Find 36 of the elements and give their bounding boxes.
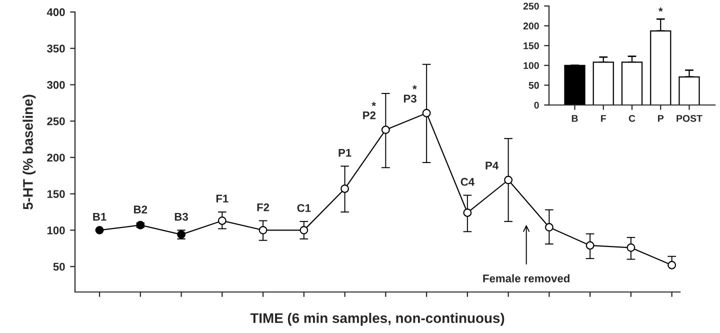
data-label: * (658, 8, 663, 12)
y-tick-label: 50 (53, 262, 65, 271)
data-label: C4 (460, 178, 474, 186)
y-tick-label: 100 (47, 226, 65, 234)
y-tick-label: 200 (523, 22, 539, 30)
data-label: * P3 (404, 85, 417, 103)
y-axis-title: 5-HT (% baseline) (22, 94, 36, 210)
data-label: P4 (486, 162, 499, 170)
data-label: C1 (297, 204, 311, 212)
y-tick-label: 150 (524, 42, 539, 50)
bar (592, 62, 614, 105)
x-tick-label: B (572, 115, 578, 122)
bar (564, 64, 586, 105)
y-tick-label: 150 (47, 190, 65, 198)
y-tick-label: 350 (46, 44, 65, 53)
y-tick-label: 400 (46, 8, 65, 16)
data-label: B1 (93, 212, 106, 221)
data-label: B3 (174, 212, 188, 221)
data-label: P1 (338, 148, 352, 157)
y-tick-label: 50 (528, 82, 539, 89)
x-tick-label: C (628, 114, 636, 122)
y-tick-label: 100 (524, 62, 539, 70)
data-label: * P2 (363, 102, 376, 120)
y-tick-label: 250 (47, 117, 65, 126)
y-tick-label: 250 (523, 2, 539, 10)
data-label: F2 (257, 203, 270, 212)
data-label: F1 (216, 194, 228, 202)
x-tick-label: F (601, 115, 606, 122)
y-tick-label: 300 (46, 80, 65, 89)
data-label: B2 (134, 206, 148, 214)
y-tick-label: 0 (534, 102, 539, 109)
annotation: Female removed (483, 274, 570, 282)
x-tick-label: POST (676, 114, 702, 122)
x-axis-title: TIME (6 min samples, non-continuous) (250, 312, 504, 326)
y-tick-label: 200 (47, 154, 65, 162)
x-tick-label: P (658, 115, 664, 122)
